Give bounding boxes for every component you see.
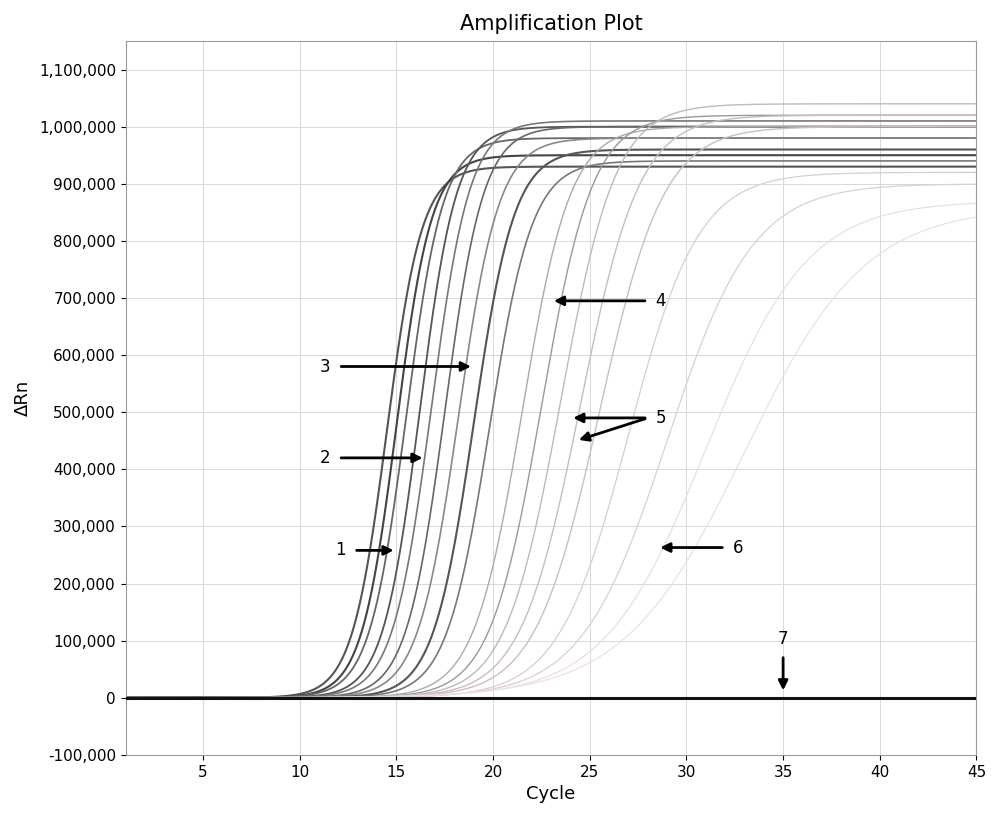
Text: 5: 5 bbox=[656, 408, 666, 427]
X-axis label: Cycle: Cycle bbox=[526, 785, 576, 803]
Text: 2: 2 bbox=[320, 449, 331, 467]
Text: 4: 4 bbox=[656, 292, 666, 310]
Title: Amplification Plot: Amplification Plot bbox=[460, 14, 642, 33]
Y-axis label: ΔRn: ΔRn bbox=[14, 380, 32, 416]
Text: 3: 3 bbox=[320, 358, 331, 376]
Text: 6: 6 bbox=[733, 538, 743, 556]
Text: 1: 1 bbox=[335, 542, 346, 560]
Text: 7: 7 bbox=[778, 630, 788, 648]
